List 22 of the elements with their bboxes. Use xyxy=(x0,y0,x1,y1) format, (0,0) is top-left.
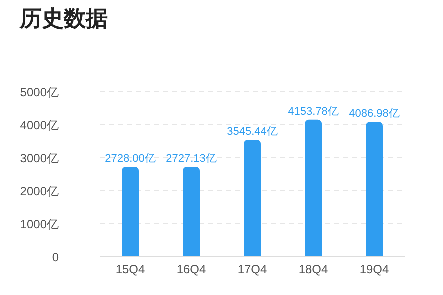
data-label: 4153.78亿 xyxy=(288,106,339,118)
x-tick-label: 16Q4 xyxy=(176,262,206,277)
x-tick-label: 17Q4 xyxy=(238,262,268,277)
chart-title: 历史数据 xyxy=(20,5,108,33)
bar xyxy=(366,122,383,257)
y-tick-label: 5000亿 xyxy=(20,85,59,100)
bar xyxy=(244,140,261,257)
bar xyxy=(305,120,322,257)
y-tick-label: 3000亿 xyxy=(20,151,59,166)
data-label: 2728.00亿 xyxy=(105,152,156,165)
bar xyxy=(122,166,139,257)
x-tick-label: 15Q4 xyxy=(116,262,146,277)
x-tick-label: 19Q4 xyxy=(360,262,390,277)
data-label: 4086.98亿 xyxy=(349,108,400,120)
bar xyxy=(183,167,200,257)
y-tick-label: 1000亿 xyxy=(20,217,59,232)
y-tick-label: 2000亿 xyxy=(20,184,59,198)
x-tick-label: 18Q4 xyxy=(298,262,328,277)
y-tick-label: 4000亿 xyxy=(20,118,59,132)
y-tick-label: 0 xyxy=(52,250,60,264)
data-label: 3545.44亿 xyxy=(227,126,278,138)
data-label: 2727.13亿 xyxy=(166,153,217,166)
